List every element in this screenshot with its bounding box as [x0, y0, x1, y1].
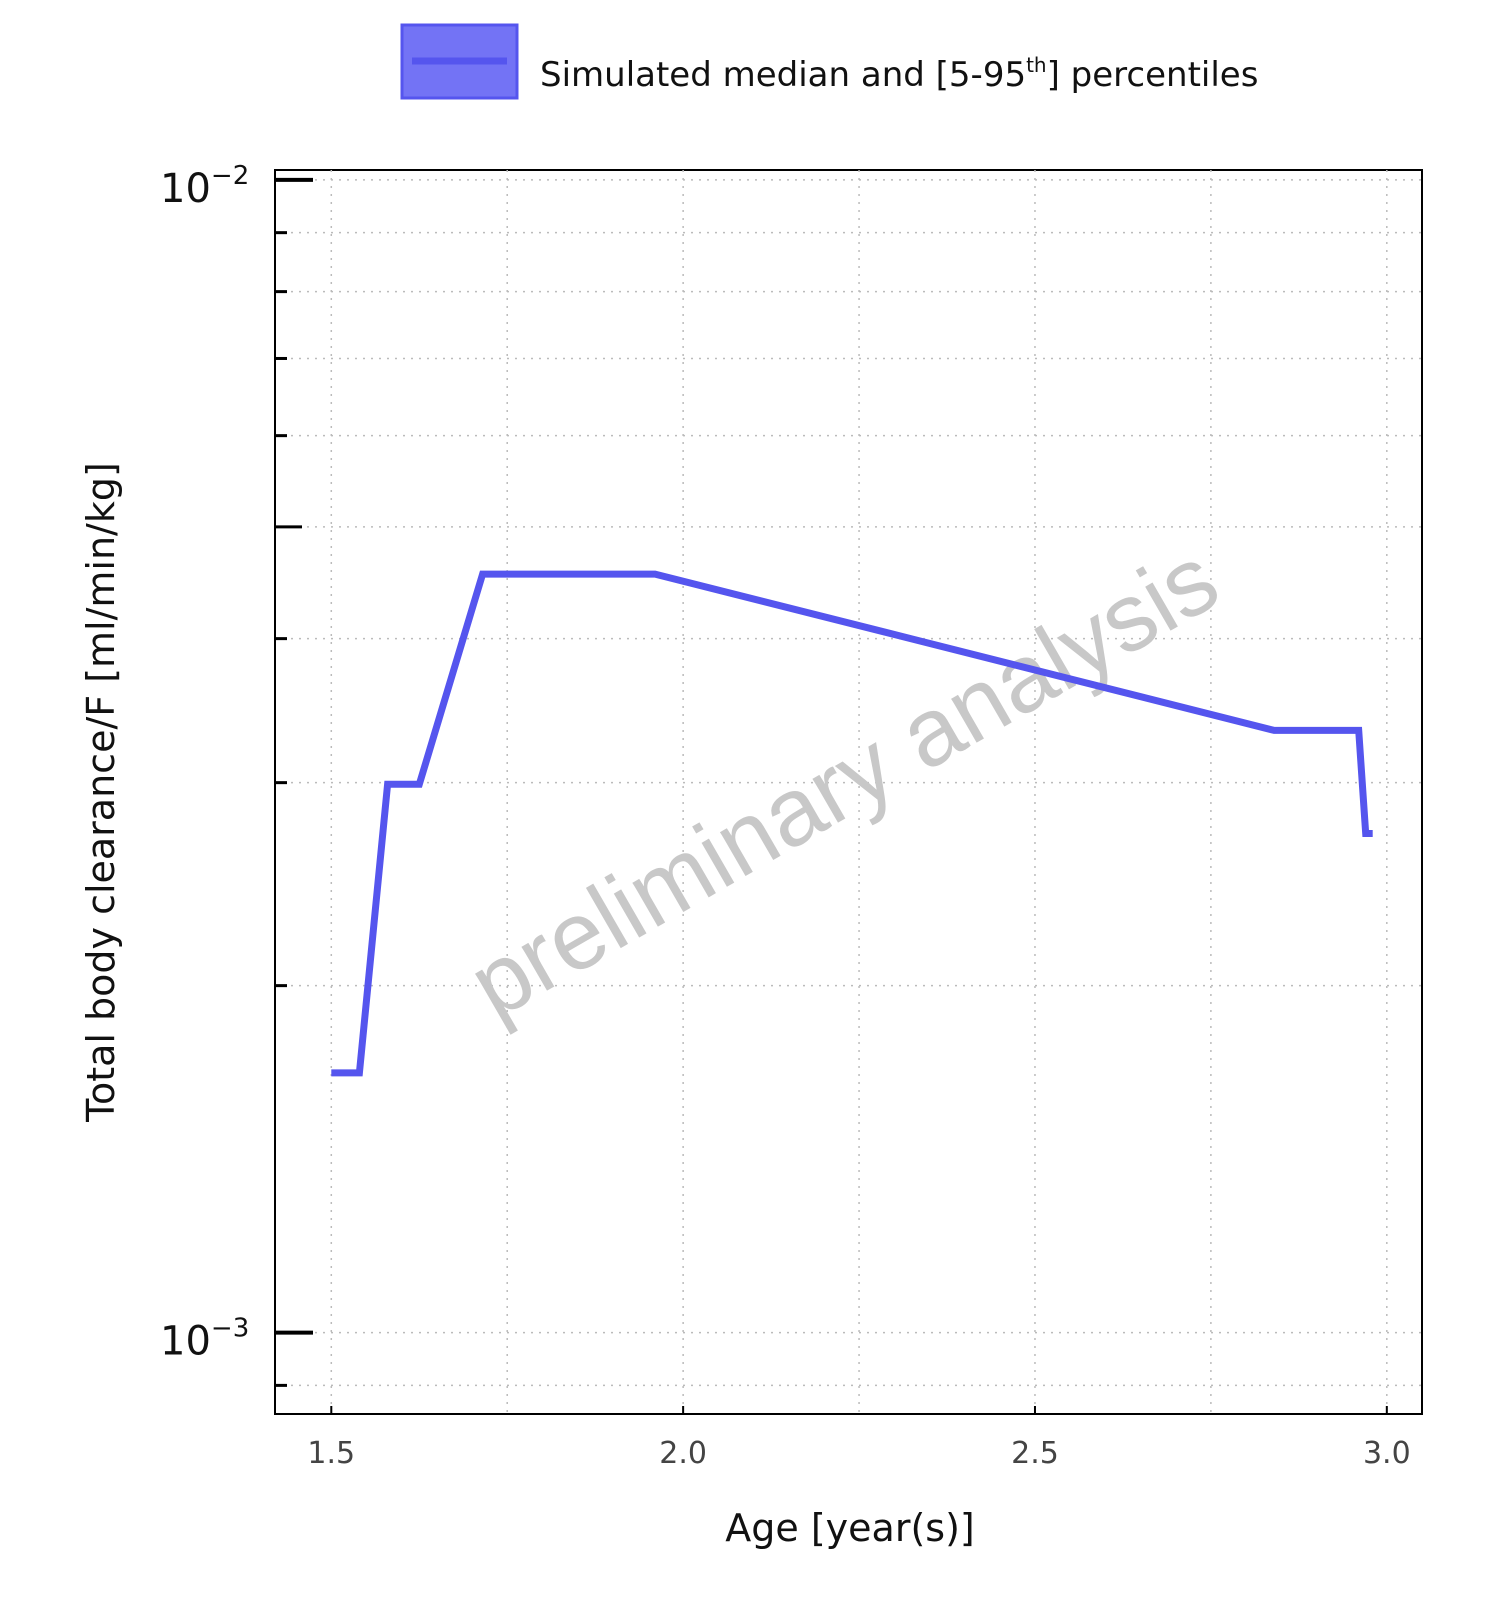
- watermark: preliminary analysis: [452, 525, 1236, 1039]
- legend-label: Simulated median and [5-95th] percentile…: [540, 53, 1258, 95]
- y-axis-ticks: 10−2 10−3: [160, 161, 313, 1387]
- y-axis-title: Total body clearance/F [ml/min/kg]: [79, 462, 123, 1123]
- plot-frame: [274, 169, 1423, 1415]
- x-tick-label: 2.0: [659, 1436, 707, 1471]
- y-tick-label: 10−3: [160, 1314, 249, 1365]
- x-axis-ticks: 1.5 2.0 2.5 3.0: [307, 1406, 1411, 1471]
- plot-area: 10−2 10−3 1.5 2.0 2.5 3.0 preliminary analys…: [160, 161, 1423, 1471]
- x-tick-label: 2.5: [1011, 1436, 1059, 1471]
- y-tick-label: 10−2: [160, 161, 249, 212]
- x-axis-title: Age [year(s)]: [725, 1506, 974, 1550]
- series-line-simulated-median: [331, 570, 1373, 1077]
- legend: Simulated median and [5-95th] percentile…: [400, 23, 1258, 100]
- x-tick-label: 3.0: [1363, 1436, 1411, 1471]
- x-tick-label: 1.5: [307, 1436, 355, 1471]
